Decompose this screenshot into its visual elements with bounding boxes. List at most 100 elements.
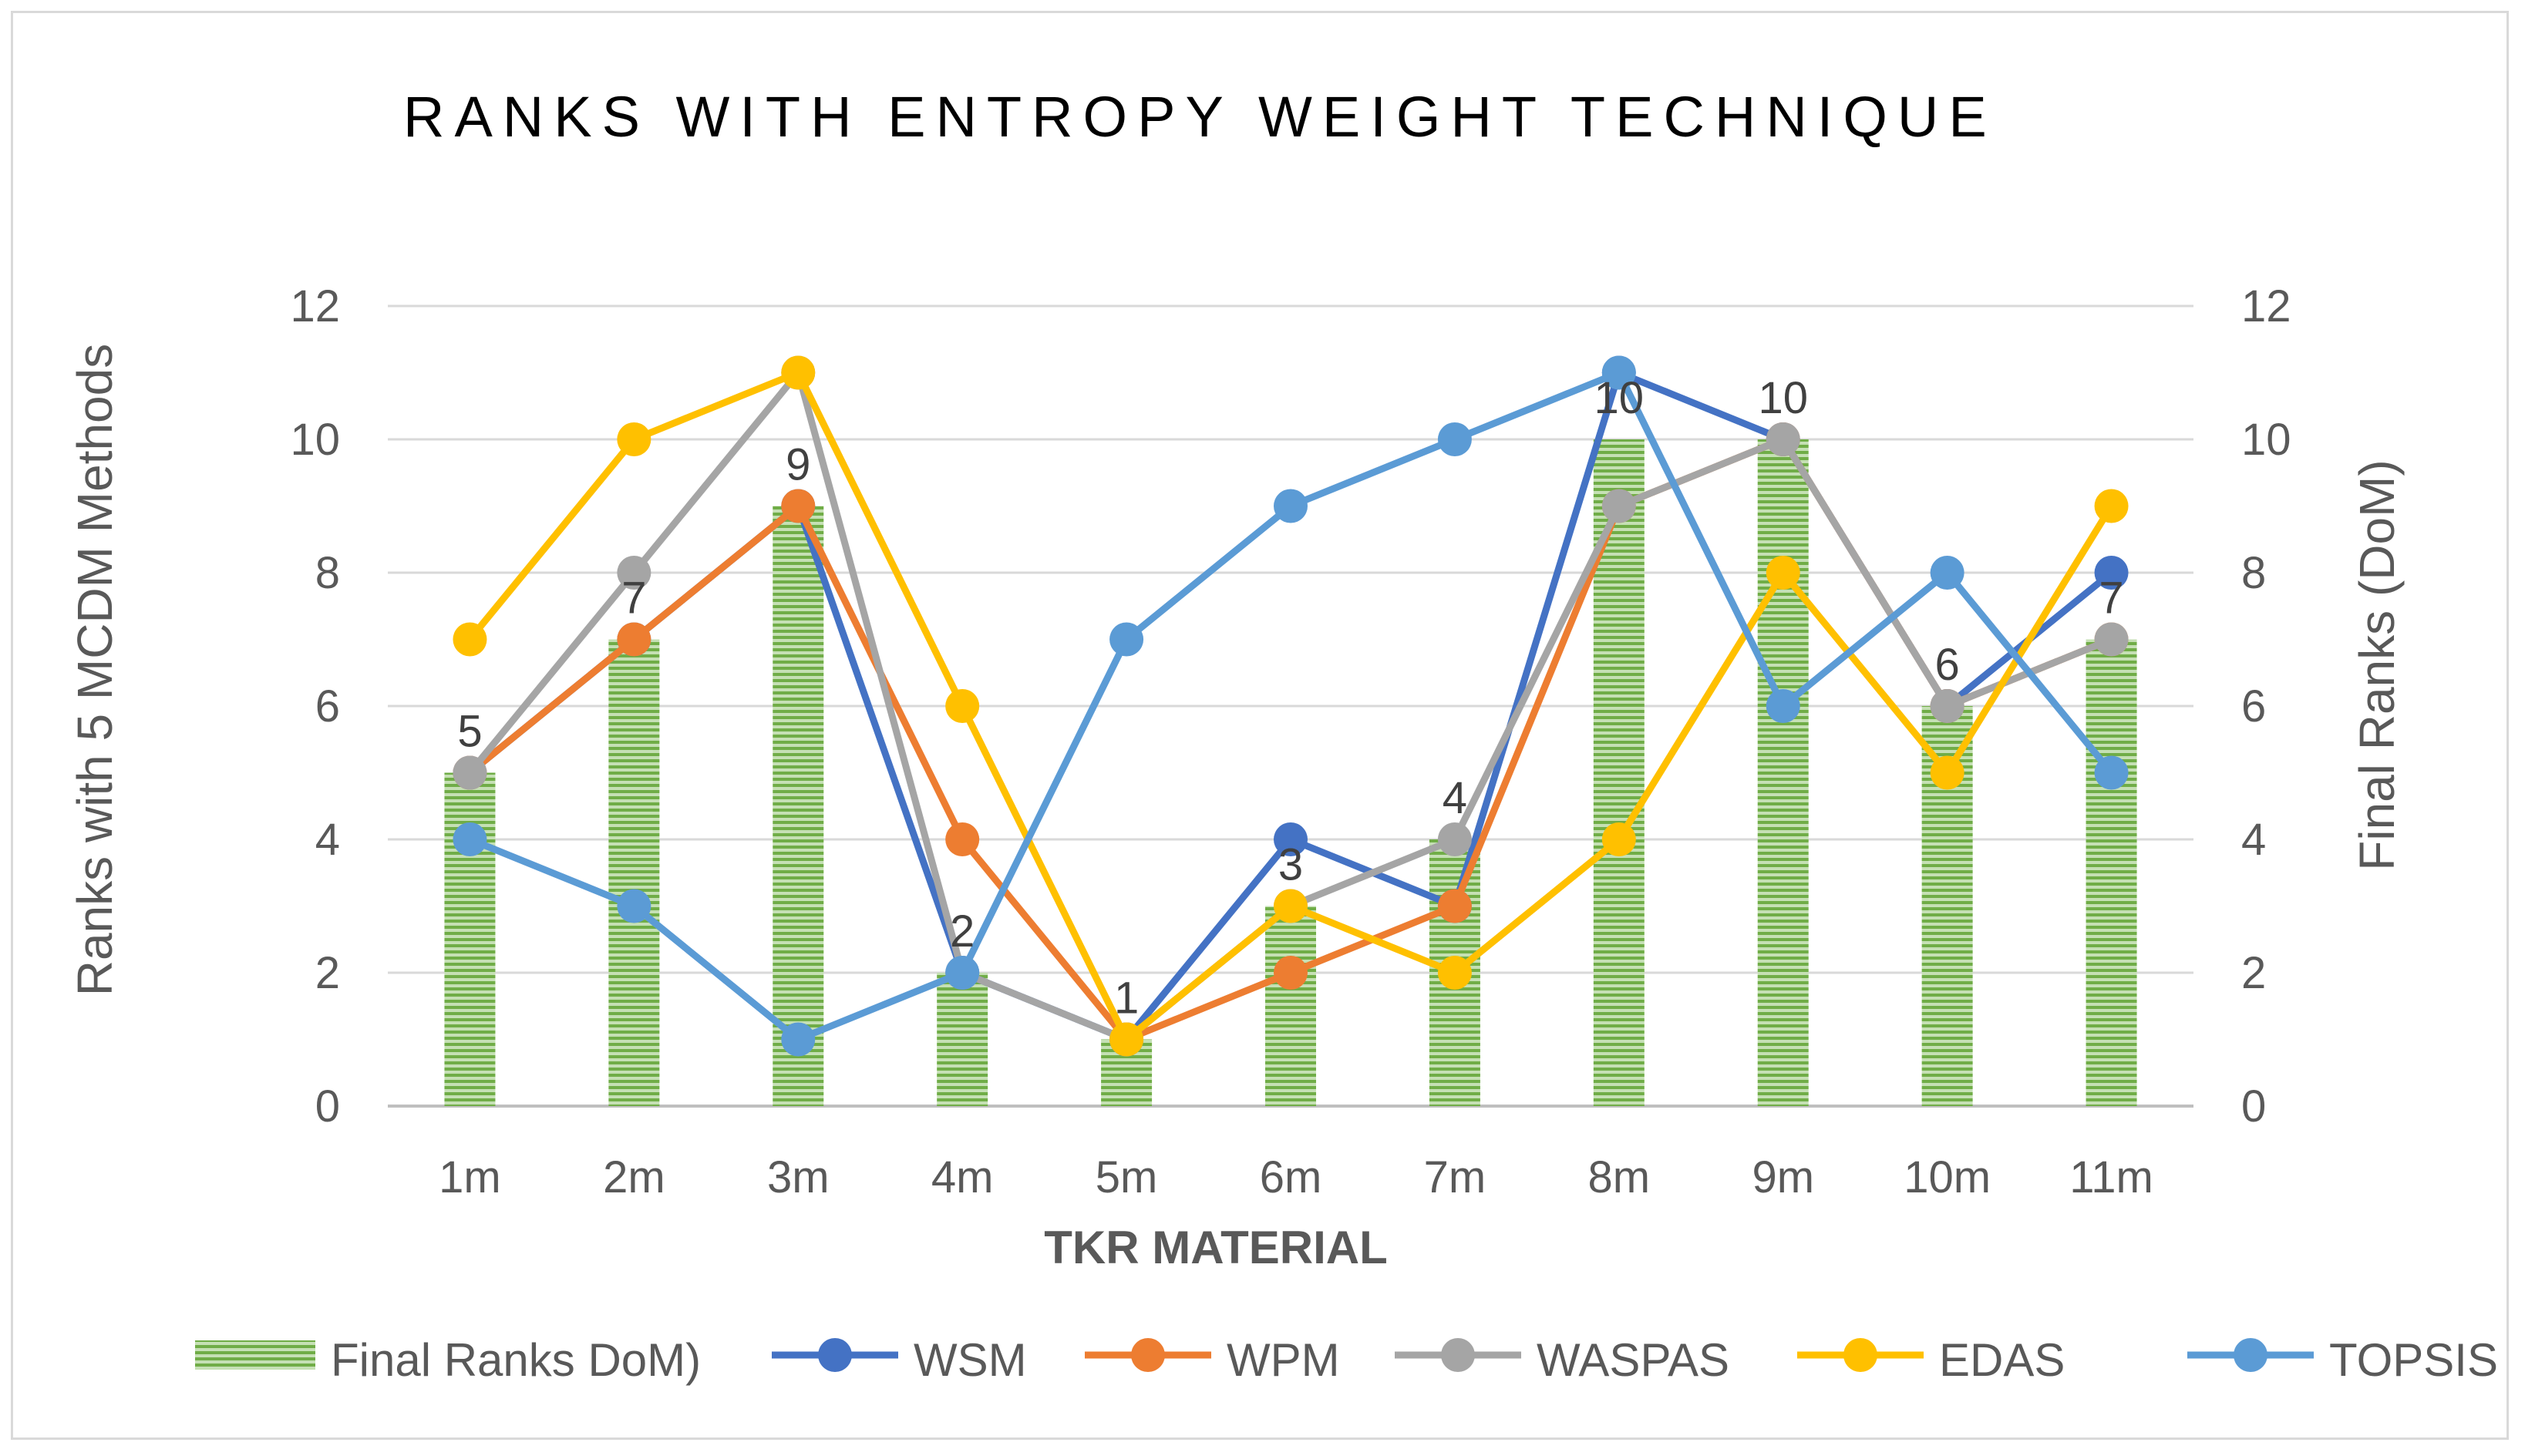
x-tick-label: 11m [2069, 1152, 2153, 1202]
marker-topsis [1766, 689, 1800, 723]
bar-data-label: 6 [1935, 640, 1960, 690]
y-tick-left: 0 [315, 1081, 340, 1132]
marker-waspas [617, 556, 651, 590]
bar-data-label: 2 [950, 906, 975, 957]
y-tick-right: 12 [2241, 281, 2291, 331]
marker-topsis [1274, 489, 1308, 523]
y-tick-right: 2 [2241, 948, 2266, 998]
legend-label-edas: EDAS [1939, 1334, 2065, 1386]
chart-title: RANKS WITH ENTROPY WEIGHT TECHNIQUE [403, 85, 1997, 149]
bar-final-rank [937, 973, 988, 1106]
y-tick-left: 4 [315, 815, 340, 865]
bar-data-label: 7 [2099, 573, 2123, 624]
legend-label-waspas: WASPAS [1537, 1334, 1729, 1386]
grid-layer [388, 304, 2193, 1108]
x-tick-label: 5m [1096, 1152, 1158, 1202]
y-axis-left-label: Ranks with 5 MCDM Methods [67, 344, 123, 996]
marker-wpm [617, 622, 651, 657]
marker-wsm [2094, 556, 2129, 590]
marker-edas [945, 689, 980, 723]
marker-edas [1274, 889, 1308, 923]
line-layer [453, 355, 2129, 1057]
bar-final-rank [773, 506, 824, 1106]
marker-wsm [1274, 822, 1308, 856]
x-tick-label: 6m [1260, 1152, 1322, 1202]
y-tick-left: 2 [315, 948, 340, 998]
marker-edas [1109, 1022, 1144, 1057]
x-tick-label: 3m [767, 1152, 830, 1202]
bar-layer [444, 439, 2137, 1106]
y-axis-right-label: Final Ranks (DoM) [2349, 459, 2405, 870]
marker-waspas [2094, 622, 2129, 657]
y-tick-right: 4 [2241, 815, 2266, 865]
marker-wpm [1274, 956, 1308, 990]
chart-frame: RANKS WITH ENTROPY WEIGHT TECHNIQUE 5 7 9 2… [11, 11, 2509, 1440]
bar-final-rank [1757, 439, 1809, 1106]
marker-edas [781, 355, 816, 390]
x-tick-label: 10m [1904, 1152, 1991, 1202]
marker-topsis [2094, 755, 2129, 790]
legend-marker-wsm [818, 1338, 852, 1372]
y-tick-left: 6 [315, 681, 340, 731]
marker-topsis [781, 1022, 816, 1057]
x-tick-label: 8m [1588, 1152, 1651, 1202]
legend-label-wpm: WPM [1227, 1334, 1340, 1386]
marker-waspas [1437, 822, 1472, 856]
y-tick-left: 10 [290, 415, 340, 465]
legend-swatch-bars [195, 1340, 315, 1370]
marker-edas [453, 622, 487, 657]
marker-waspas [1930, 689, 1964, 723]
marker-topsis [1109, 622, 1144, 657]
legend-marker-topsis [2234, 1338, 2267, 1372]
bar-data-label: 1 [1114, 973, 1139, 1024]
legend-label-bars: Final Ranks DoM) [331, 1334, 701, 1386]
marker-edas [2094, 489, 2129, 523]
bar-final-rank [608, 639, 660, 1106]
label-layer: 5 7 9 2 1 3 4 10 10 6 7 [457, 373, 2123, 1024]
legend-marker-edas [1843, 1338, 1877, 1372]
marker-edas [1766, 556, 1800, 590]
marker-wpm [781, 489, 816, 523]
marker-waspas [453, 755, 487, 790]
chart-svg: RANKS WITH ENTROPY WEIGHT TECHNIQUE 5 7 9 2… [67, 85, 2498, 1386]
bar-data-label: 3 [1278, 840, 1303, 890]
marker-topsis [1437, 422, 1472, 456]
bar-data-label: 10 [1594, 373, 1645, 423]
legend-label-wsm: WSM [914, 1334, 1027, 1386]
marker-topsis [945, 956, 980, 990]
bar-data-label: 7 [621, 573, 646, 624]
marker-wpm [945, 822, 980, 856]
marker-edas [1601, 822, 1636, 856]
x-tick-label: 1m [439, 1152, 501, 1202]
marker-topsis [1930, 556, 1964, 590]
bar-final-rank [2086, 639, 2137, 1106]
x-tick-label: 4m [931, 1152, 994, 1202]
marker-topsis [1601, 355, 1636, 390]
y-tick-right: 8 [2241, 548, 2266, 598]
y-tick-right: 10 [2241, 415, 2291, 465]
marker-wpm [1437, 889, 1472, 923]
x-tick-label: 9m [1752, 1152, 1814, 1202]
marker-edas [617, 422, 651, 456]
x-axis-label: TKR MATERIAL [1044, 1222, 1388, 1273]
legend-marker-wpm [1131, 1338, 1165, 1372]
marker-waspas [1766, 422, 1800, 456]
bar-data-label: 10 [1758, 373, 1808, 423]
marker-topsis [617, 889, 651, 923]
y-tick-right: 6 [2241, 681, 2266, 731]
x-tick-label: 7m [1424, 1152, 1486, 1202]
y-tick-left: 8 [315, 548, 340, 598]
y-tick-right: 0 [2241, 1081, 2266, 1132]
marker-edas [1930, 755, 1964, 790]
marker-edas [1437, 956, 1472, 990]
bar-final-rank [1265, 906, 1316, 1106]
x-tick-label: 2m [603, 1152, 665, 1202]
y-tick-left: 12 [290, 281, 340, 331]
legend: Final Ranks DoM) WSM WPM WASPAS EDAS TOPSIS [195, 1334, 2498, 1386]
legend-label-topsis: TOPSIS [2329, 1334, 2498, 1386]
bar-data-label: 4 [1443, 773, 1467, 823]
legend-marker-waspas [1441, 1338, 1475, 1372]
marker-topsis [453, 822, 487, 856]
marker-waspas [1601, 489, 1636, 523]
